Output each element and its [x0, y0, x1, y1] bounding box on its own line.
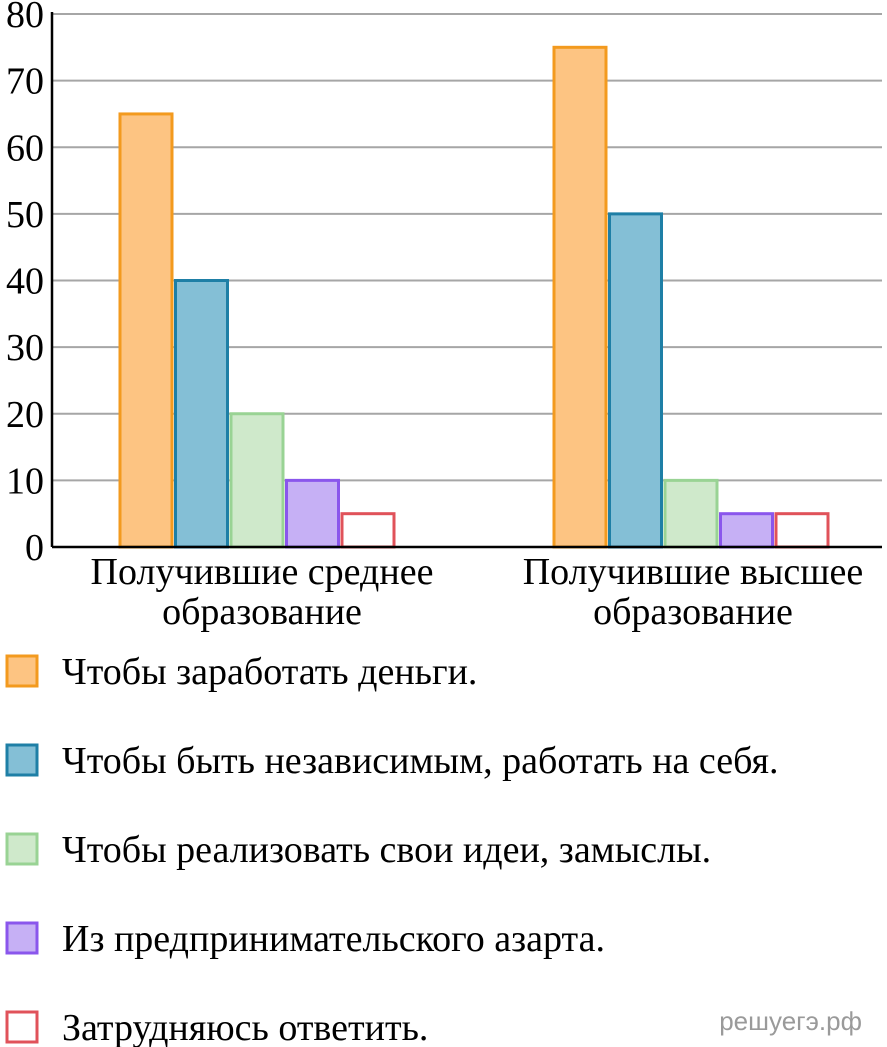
y-tick-label: 10: [6, 460, 44, 502]
y-tick-label: 50: [6, 194, 44, 236]
legend-label: Затрудняюсь ответить.: [62, 1007, 428, 1047]
bar: [774, 512, 830, 549]
legend: Чтобы заработать деньги. Чтобы быть незав…: [5, 651, 778, 1047]
bar: [608, 212, 663, 549]
bar: [229, 412, 285, 549]
bar: [719, 512, 774, 549]
x-category-label: образование: [593, 591, 793, 633]
legend-label: Чтобы быть независимым, работать на себя…: [62, 740, 778, 782]
legend-swatch: [5, 921, 39, 955]
y-tick-label: 20: [6, 394, 44, 436]
bar: [340, 512, 396, 549]
x-axis-category-labels: Получившие среднееобразованиеПолучившие …: [91, 551, 864, 633]
bar: [285, 478, 340, 549]
legend-swatch: [5, 743, 39, 777]
bars: [118, 45, 830, 549]
y-tick-label: 60: [6, 127, 44, 169]
bar: [552, 45, 608, 549]
y-tick-label: 70: [6, 61, 44, 103]
y-tick-label: 0: [25, 527, 44, 569]
bar: [118, 112, 174, 549]
legend-label: Из предпринимательского азарта.: [62, 918, 605, 960]
legend-label: Чтобы реализовать свои идеи, замыслы.: [62, 829, 711, 871]
axes: [50, 12, 882, 549]
legend-swatch: [5, 832, 39, 866]
legend-swatch: [5, 654, 39, 688]
x-category-label: образование: [162, 591, 362, 633]
bar: [663, 478, 719, 549]
legend-label: Чтобы заработать деньги.: [62, 651, 477, 693]
y-tick-label: 40: [6, 261, 44, 303]
watermark-text: решуегэ.рф: [719, 1006, 862, 1036]
y-axis-tick-labels: 0 10 20 30 40 50 60 70 80: [6, 0, 44, 569]
y-tick-label: 80: [6, 0, 44, 36]
x-category-label: Получившие среднее: [91, 551, 434, 593]
legend-swatch: [5, 1010, 39, 1044]
x-category-label: Получившие высшее: [523, 551, 864, 593]
bar: [174, 279, 229, 549]
y-tick-label: 30: [6, 327, 44, 369]
